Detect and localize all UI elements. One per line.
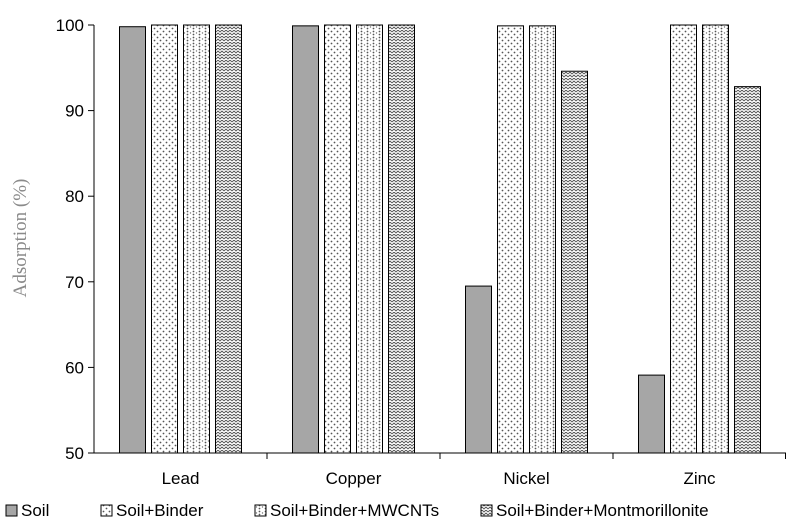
bars <box>119 24 761 454</box>
bar-nickel-series-0 <box>465 285 492 454</box>
y-tick-label: 60 <box>65 358 84 377</box>
axes: 50 60 70 80 90 100 Lead Copper Nickel Zinc <box>56 16 786 488</box>
y-tick-label: 90 <box>65 102 84 121</box>
legend-label: Soil+Binder+MWCNTs <box>270 501 439 520</box>
legend-swatch <box>100 504 113 517</box>
x-category-label: Nickel <box>503 469 549 488</box>
legend-label: Soil <box>21 501 49 520</box>
legend-swatch <box>480 504 493 517</box>
legend-swatch <box>254 504 267 517</box>
y-tick-label: 80 <box>65 187 84 206</box>
legend: Soil Soil+Binder Soil+Binder+MWCNTs Soil+Bi… <box>5 501 709 520</box>
bar-copper-series-0 <box>292 25 319 454</box>
y-tick-label: 50 <box>65 444 84 463</box>
x-category-label: Lead <box>162 469 200 488</box>
y-axis-title-group: Adsorption (%) <box>10 179 31 298</box>
bar-copper-series-3 <box>388 24 415 454</box>
y-tick-label: 70 <box>65 273 84 292</box>
legend-swatch <box>5 504 18 517</box>
bar-lead-series-3 <box>215 24 242 454</box>
bar-zinc-series-2 <box>702 24 729 454</box>
legend-label: Soil+Binder <box>116 501 204 520</box>
bar-zinc-series-3 <box>734 86 761 454</box>
x-category-label: Copper <box>326 469 382 488</box>
bar-copper-series-1 <box>324 24 351 454</box>
bar-copper-series-2 <box>356 24 383 454</box>
bar-lead-series-2 <box>183 24 210 454</box>
bar-lead-series-0 <box>119 26 146 454</box>
bar-nickel-series-3 <box>561 70 588 454</box>
bar-lead-series-1 <box>151 24 178 454</box>
bar-zinc-series-1 <box>670 24 697 454</box>
x-category-label: Zinc <box>683 469 716 488</box>
bar-nickel-series-2 <box>529 25 556 454</box>
legend-label: Soil+Binder+Montmorillonite <box>496 501 709 520</box>
bar-zinc-series-0 <box>638 374 665 454</box>
y-axis-title: Adsorption (%) <box>10 179 31 298</box>
y-tick-label: 100 <box>56 16 84 35</box>
bar-nickel-series-1 <box>497 25 524 454</box>
